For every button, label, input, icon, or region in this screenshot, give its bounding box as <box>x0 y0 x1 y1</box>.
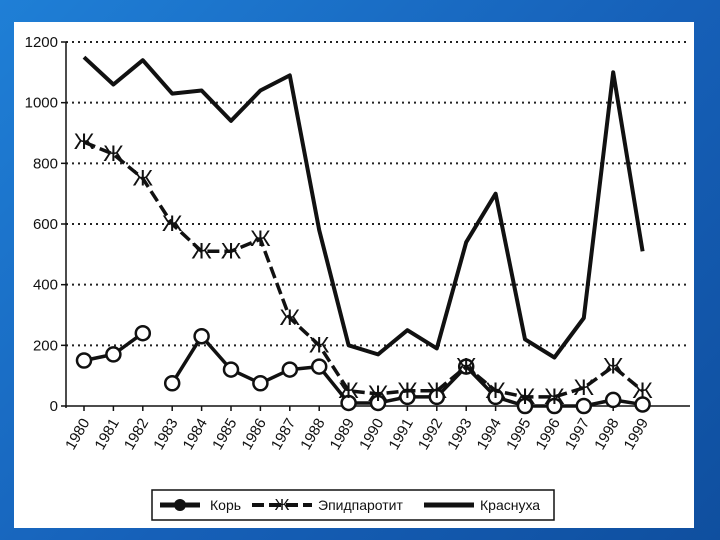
data-point-mumps: Ж <box>309 332 330 357</box>
data-point-measles <box>193 327 210 345</box>
x-tick-label: 1982 <box>121 416 152 453</box>
legend-label-rubella: Краснуха <box>480 497 540 513</box>
data-point-measles <box>75 352 93 369</box>
x-axis-ticks: 1980198119821983198419851986198719881989… <box>62 406 652 453</box>
series-line-rubella <box>82 55 645 360</box>
x-tick-label: 1991 <box>385 416 416 453</box>
x-tick-label: 1999 <box>621 416 652 453</box>
data-point-measles <box>516 397 534 415</box>
x-tick-label: 1984 <box>180 416 211 453</box>
legend: Корь Ж Эпидпаротит Краснуха <box>151 489 555 521</box>
data-point-measles <box>222 361 240 378</box>
data-point-measles <box>252 375 269 392</box>
data-point-mumps: Ж <box>133 166 154 191</box>
x-tick-label: 1994 <box>474 416 505 453</box>
x-tick-label: 1990 <box>356 416 387 453</box>
data-point-measles <box>369 394 387 412</box>
y-tick-label: 800 <box>33 155 58 172</box>
data-point-measles <box>134 324 152 342</box>
legend-marker-mumps: Ж <box>275 497 290 514</box>
legend-item-rubella: Краснуха <box>424 497 540 513</box>
x-tick-label: 1992 <box>415 416 446 453</box>
data-point-mumps: Ж <box>191 238 212 263</box>
x-tick-label: 1987 <box>268 416 299 453</box>
series-line-mumps <box>83 140 644 399</box>
data-point-measles <box>428 388 446 406</box>
data-point-mumps: Ж <box>485 378 506 403</box>
data-point-mumps: Ж <box>74 129 95 154</box>
data-point-mumps: Ж <box>574 375 595 400</box>
y-tick-label: 1200 <box>25 34 58 51</box>
data-point-mumps: Ж <box>338 378 359 403</box>
data-point-measles <box>575 397 593 415</box>
legend-marker-measles <box>174 499 186 511</box>
data-point-measles <box>340 394 357 412</box>
data-point-measles <box>163 375 181 392</box>
y-tick-label: 600 <box>33 216 58 233</box>
legend-label-measles: Корь <box>210 497 241 513</box>
y-tick-label: 200 <box>33 337 58 354</box>
x-tick-label: 1985 <box>209 416 240 453</box>
data-point-mumps: Ж <box>103 141 124 166</box>
y-tick-label: 0 <box>50 398 58 415</box>
data-point-mumps: Ж <box>544 384 565 409</box>
x-tick-label: 1995 <box>503 416 534 453</box>
x-tick-label: 1996 <box>532 416 563 453</box>
x-tick-label: 1986 <box>238 416 269 453</box>
data-point-mumps: Ж <box>221 238 242 263</box>
legend-box <box>151 489 555 521</box>
data-point-mumps: Ж <box>632 378 653 403</box>
legend-item-mumps: Ж Эпидпаротит <box>252 497 403 514</box>
grid <box>66 41 690 347</box>
x-tick-label: 1998 <box>591 416 622 453</box>
data-point-mumps: Ж <box>456 354 477 379</box>
x-tick-label: 1980 <box>62 416 93 453</box>
data-point-mumps: Ж <box>280 305 301 330</box>
y-tick-label: 400 <box>33 277 58 294</box>
data-point-mumps: Ж <box>250 226 271 251</box>
data-point-mumps: Ж <box>515 384 536 409</box>
legend-label-mumps: Эпидпаротит <box>318 497 403 513</box>
chart-frame: 0 200 400 600 800 1000 1200 1980 1981 1982 1983 19… <box>14 22 694 528</box>
x-tick-label: 1989 <box>327 416 358 453</box>
data-point-mumps: Ж <box>427 378 448 403</box>
data-point-measles <box>281 361 299 378</box>
x-tick-label: 1993 <box>444 416 475 453</box>
data-point-mumps: Ж <box>162 211 183 236</box>
x-tick-label: 1981 <box>91 416 122 453</box>
data-point-measles <box>310 358 328 375</box>
data-point-measles <box>105 346 122 363</box>
data-point-mumps: Ж <box>368 381 389 406</box>
legend-item-measles: Корь <box>160 497 241 513</box>
data-point-measles <box>604 391 622 409</box>
x-tick-label: 1983 <box>150 416 181 453</box>
data-point-mumps: Ж <box>603 354 624 379</box>
x-tick-label: 1988 <box>297 416 328 453</box>
data-point-mumps: Ж <box>397 378 418 403</box>
data-point-measles <box>546 397 563 415</box>
data-point-measles <box>634 396 651 413</box>
x-tick-label: 1997 <box>562 416 593 453</box>
y-axis-ticks: 0 200 400 600 800 1000 1200 <box>25 34 66 415</box>
y-tick-label: 1000 <box>25 95 58 112</box>
